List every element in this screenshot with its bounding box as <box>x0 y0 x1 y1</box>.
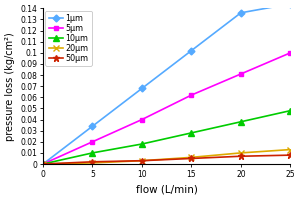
10μm <box>190 132 193 134</box>
5μm <box>140 118 144 121</box>
5μm <box>41 163 45 165</box>
50μm <box>190 157 193 160</box>
Line: 10μm: 10μm <box>40 108 293 167</box>
20μm <box>239 152 243 154</box>
10μm <box>41 163 45 165</box>
1μm <box>41 163 45 165</box>
1μm <box>190 49 193 52</box>
1μm <box>289 3 292 5</box>
5μm <box>190 94 193 96</box>
5μm <box>289 52 292 54</box>
10μm <box>91 152 94 154</box>
50μm <box>140 159 144 162</box>
5μm <box>239 73 243 75</box>
50μm <box>91 161 94 163</box>
Legend: 1μm, 5μm, 10μm, 20μm, 50μm: 1μm, 5μm, 10μm, 20μm, 50μm <box>45 11 92 66</box>
20μm <box>190 156 193 159</box>
50μm <box>289 154 292 156</box>
50μm <box>239 155 243 157</box>
Line: 5μm: 5μm <box>40 50 293 166</box>
10μm <box>289 109 292 112</box>
Y-axis label: pressure loss (kg/cm²): pressure loss (kg/cm²) <box>5 32 15 140</box>
Line: 1μm: 1μm <box>40 1 293 166</box>
Line: 20μm: 20μm <box>40 147 293 167</box>
20μm <box>41 163 45 165</box>
1μm <box>140 87 144 90</box>
10μm <box>239 121 243 123</box>
20μm <box>140 159 144 162</box>
10μm <box>140 143 144 145</box>
1μm <box>91 125 94 127</box>
X-axis label: flow (L/min): flow (L/min) <box>136 184 198 194</box>
20μm <box>91 162 94 164</box>
20μm <box>289 148 292 151</box>
Line: 50μm: 50μm <box>40 152 294 168</box>
1μm <box>239 12 243 14</box>
50μm <box>41 163 45 165</box>
5μm <box>91 141 94 143</box>
